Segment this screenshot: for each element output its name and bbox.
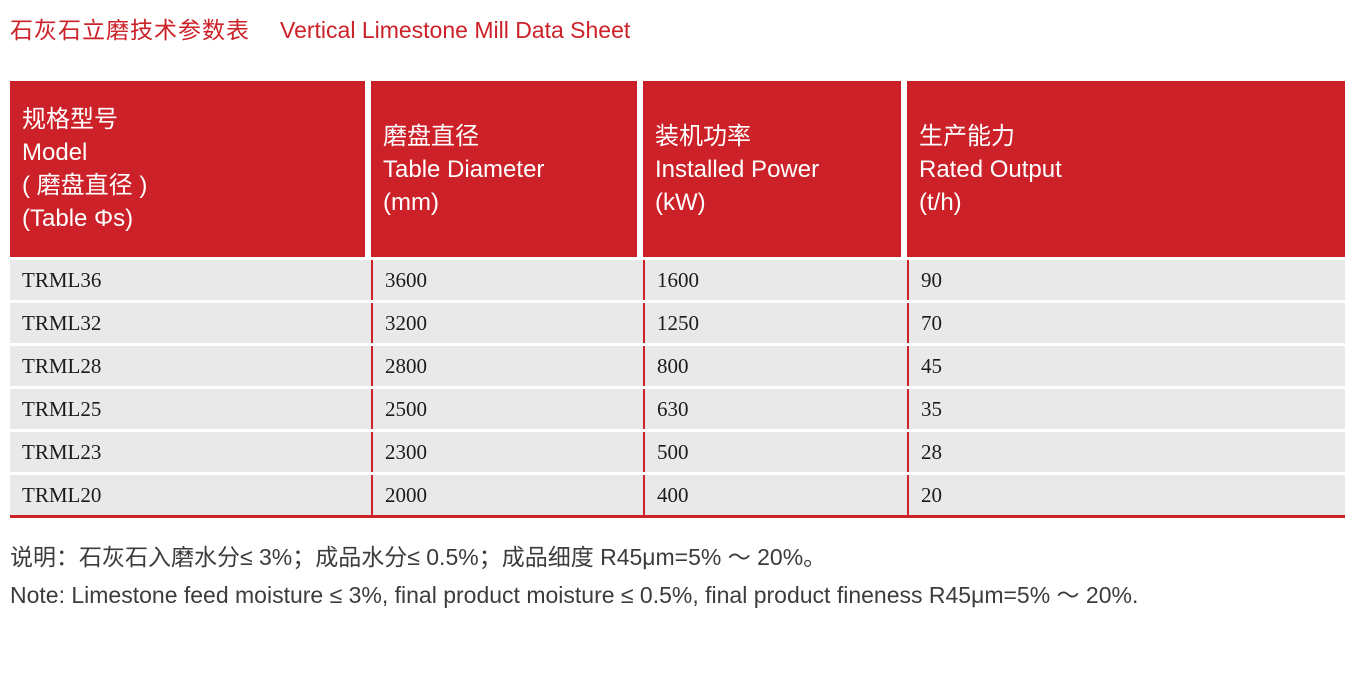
spec-table-header-row: 规格型号 Model ( 磨盘直径 ) (Table Φs) 磨盘直径 Tabl… xyxy=(10,81,1345,257)
cell-rated-output: 45 xyxy=(907,346,1345,386)
cell-rated-output: 90 xyxy=(907,260,1345,300)
cell-model: TRML28 xyxy=(22,354,102,378)
page-title-english: Vertical Limestone Mill Data Sheet xyxy=(280,17,631,43)
table-row: TRML20 2000 400 20 xyxy=(10,472,1345,515)
cell-installed-power: 1250 xyxy=(643,303,907,343)
table-row: TRML36 3600 1600 90 xyxy=(10,257,1345,300)
data-sheet-page: 石灰石立磨技术参数表 Vertical Limestone Mill Data S… xyxy=(10,16,1345,614)
column-header-table-diameter: 磨盘直径 Table Diameter (mm) xyxy=(371,81,637,257)
cell-table-diameter: 2500 xyxy=(371,389,643,429)
cell-rated-output: 35 xyxy=(907,389,1345,429)
cell-rated-output: 28 xyxy=(907,432,1345,472)
cell-installed-power: 630 xyxy=(643,389,907,429)
spec-table: 规格型号 Model ( 磨盘直径 ) (Table Φs) 磨盘直径 Tabl… xyxy=(10,81,1345,518)
spec-table-body: TRML36 3600 1600 90 TRML32 3200 1250 70 … xyxy=(10,257,1345,518)
cell-installed-power: 1600 xyxy=(643,260,907,300)
table-row: TRML23 2300 500 28 xyxy=(10,429,1345,472)
cell-model: TRML36 xyxy=(22,268,102,292)
cell-table-diameter: 2800 xyxy=(371,346,643,386)
note-english: Note: Limestone feed moisture ≤ 3%, fina… xyxy=(10,582,1139,608)
cell-model: TRML25 xyxy=(22,397,102,421)
note-chinese: 说明：石灰石入磨水分≤ 3%；成品水分≤ 0.5%；成品细度 R45μm=5% … xyxy=(10,544,827,570)
cell-installed-power: 400 xyxy=(643,475,907,515)
cell-installed-power: 800 xyxy=(643,346,907,386)
cell-model: TRML32 xyxy=(22,311,102,335)
cell-model: TRML20 xyxy=(22,483,102,507)
page-title-chinese: 石灰石立磨技术参数表 xyxy=(10,17,250,43)
column-header-rated-output: 生产能力 Rated Output (t/h) xyxy=(907,81,1345,257)
cell-table-diameter: 3600 xyxy=(371,260,643,300)
cell-table-diameter: 3200 xyxy=(371,303,643,343)
table-row: TRML28 2800 800 45 xyxy=(10,343,1345,386)
cell-rated-output: 70 xyxy=(907,303,1345,343)
cell-table-diameter: 2300 xyxy=(371,432,643,472)
cell-installed-power: 500 xyxy=(643,432,907,472)
cell-table-diameter: 2000 xyxy=(371,475,643,515)
footnotes: 说明：石灰石入磨水分≤ 3%；成品水分≤ 0.5%；成品细度 R45μm=5% … xyxy=(10,538,1345,614)
table-row: TRML32 3200 1250 70 xyxy=(10,300,1345,343)
cell-model: TRML23 xyxy=(22,440,102,464)
table-row: TRML25 2500 630 35 xyxy=(10,386,1345,429)
page-title: 石灰石立磨技术参数表 Vertical Limestone Mill Data S… xyxy=(10,16,1338,44)
cell-rated-output: 20 xyxy=(907,475,1345,515)
column-header-model: 规格型号 Model ( 磨盘直径 ) (Table Φs) xyxy=(10,81,365,257)
column-header-installed-power: 装机功率 Installed Power (kW) xyxy=(643,81,901,257)
